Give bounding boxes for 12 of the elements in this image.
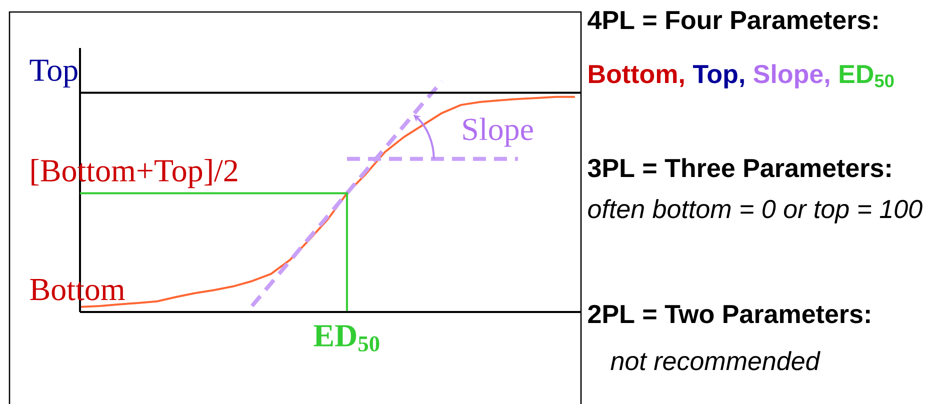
text: not recommended [610,351,820,370]
ref-line-label: Top [30,60,78,88]
text: Slope, [754,64,830,88]
text: 4PL = Four Parameters: [588,11,878,30]
text: 2PL = Two Parameters: [588,304,870,324]
text: Bottom, [589,65,684,88]
annotation: Slope [463,118,533,147]
text: ED$_{50}$ [840,65,894,88]
text: often bottom = 0 or top = 100 [588,199,922,224]
text: ED$_{50}$ [314,325,380,352]
text: 3PL = Three Parameters: [588,158,890,178]
text: Top, [692,65,744,88]
